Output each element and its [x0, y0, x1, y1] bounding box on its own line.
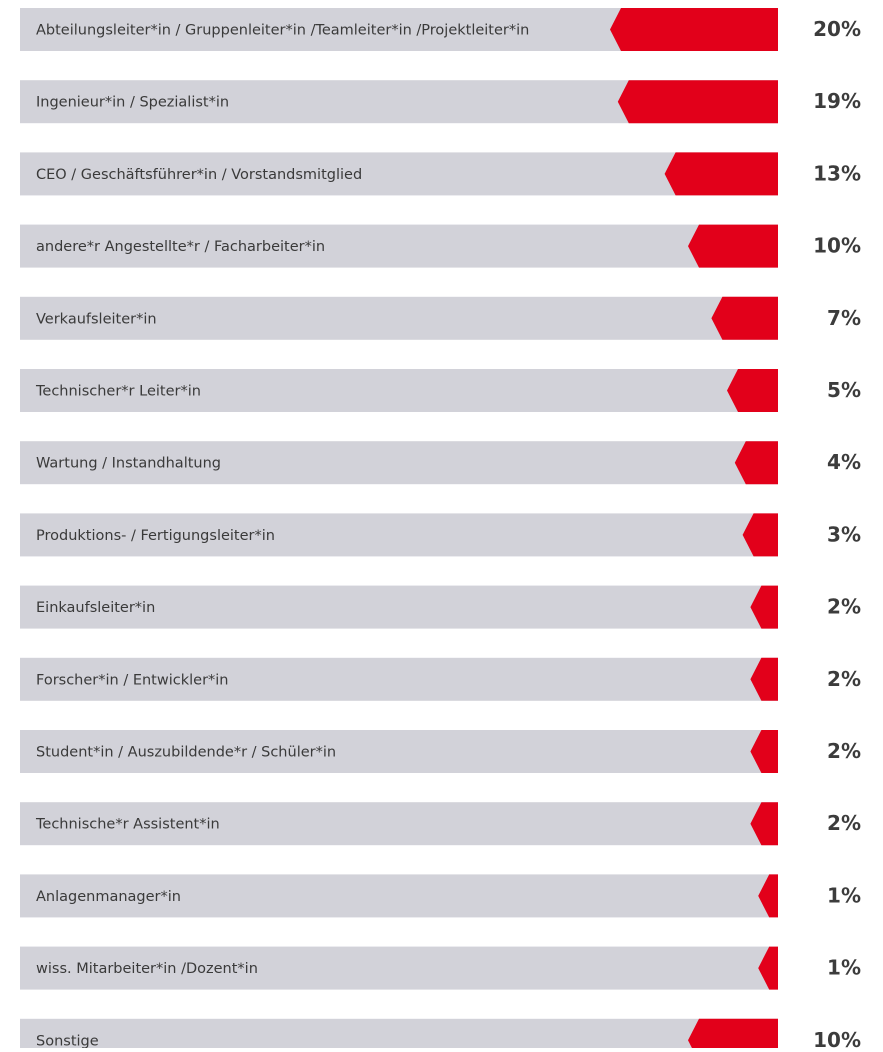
- category-label: andere*r Angestellte*r / Facharbeiter*in: [36, 239, 325, 255]
- track: [20, 802, 778, 846]
- category-label: Technischer*r Leiter*in: [35, 384, 201, 400]
- bar: [758, 874, 778, 918]
- value-label: 4%: [827, 450, 861, 474]
- track: [20, 730, 778, 773]
- value-label: 5%: [827, 378, 861, 402]
- value-label: 1%: [827, 883, 861, 907]
- category-label: Student*in / Auszubildende*r / Schüler*i…: [36, 745, 336, 761]
- bar: [742, 513, 778, 557]
- bar: [750, 657, 778, 701]
- category-label: Ingenieur*in / Spezialist*in: [36, 95, 229, 111]
- value-label: 3%: [827, 522, 861, 546]
- category-label: wiss. Mitarbeiter*in /Dozent*in: [36, 961, 258, 977]
- value-label: 2%: [827, 595, 861, 619]
- track: [20, 513, 778, 557]
- value-label: 19%: [813, 89, 861, 113]
- category-label: Anlagenmanager*in: [36, 889, 181, 905]
- value-label: 10%: [813, 234, 861, 258]
- category-label: Einkaufsleiter*in: [36, 600, 155, 616]
- bar: [727, 369, 778, 412]
- value-label: 2%: [827, 739, 861, 763]
- bar: [750, 730, 778, 773]
- track: [20, 585, 778, 629]
- category-label: Forscher*in / Entwickler*in: [36, 672, 229, 688]
- track: [20, 874, 778, 918]
- bar: [688, 1018, 778, 1052]
- bar: [617, 80, 778, 124]
- value-label: 7%: [827, 306, 861, 330]
- value-label: 20%: [813, 17, 861, 41]
- category-label: Produktions- / Fertigungsleiter*in: [36, 528, 275, 544]
- category-label: Verkaufsleiter*in: [36, 311, 157, 327]
- bar: [750, 585, 778, 629]
- bar: [750, 802, 778, 846]
- bar: [610, 8, 778, 51]
- value-label: 1%: [827, 956, 861, 980]
- category-label: Sonstige: [36, 1033, 99, 1048]
- category-label: Abteilungsleiter*in / Gruppenleiter*in /…: [36, 23, 529, 39]
- category-label: Wartung / Instandhaltung: [36, 456, 221, 472]
- track: [20, 946, 778, 990]
- value-label: 13%: [813, 161, 861, 185]
- track: [20, 296, 778, 340]
- bar: [711, 296, 778, 340]
- bar: [688, 224, 778, 268]
- value-label: 2%: [827, 667, 861, 691]
- track: [20, 152, 778, 196]
- value-label: 2%: [827, 811, 861, 835]
- bar: [664, 152, 778, 196]
- category-label: Technische*r Assistent*in: [35, 817, 220, 833]
- track: [20, 657, 778, 701]
- track: [20, 369, 778, 412]
- track: [20, 224, 778, 268]
- category-label: CEO / Geschäftsführer*in / Vorstandsmitg…: [36, 167, 362, 183]
- bar: [758, 946, 778, 990]
- bar: [734, 441, 778, 485]
- track: [20, 1018, 778, 1052]
- value-label: 10%: [813, 1028, 861, 1048]
- track: [20, 441, 778, 485]
